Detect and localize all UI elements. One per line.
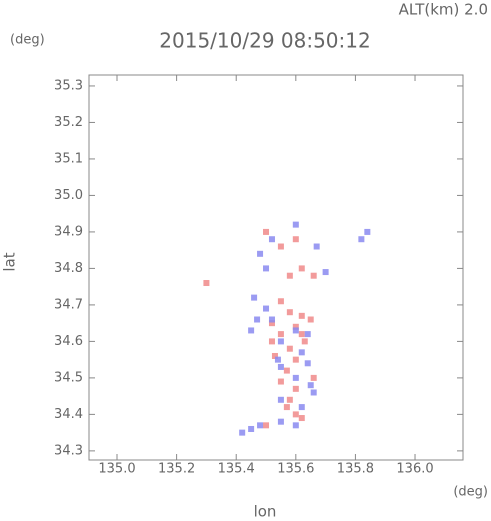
data-point — [203, 280, 210, 287]
data-point — [313, 243, 320, 250]
x-tick-label: 135.0 — [98, 462, 135, 477]
data-point — [263, 265, 270, 272]
data-point — [271, 352, 278, 359]
x-tick-label: 136.0 — [396, 462, 433, 477]
data-point — [277, 396, 284, 403]
y-tick-label: 34.7 — [54, 297, 83, 312]
data-point — [298, 349, 305, 356]
data-point — [298, 265, 305, 272]
data-point — [322, 269, 329, 276]
data-point — [277, 418, 284, 425]
data-point — [263, 305, 270, 312]
x-label: lon — [254, 503, 277, 521]
data-point — [251, 294, 258, 301]
y-tick-label: 35.1 — [54, 151, 83, 166]
data-point — [292, 323, 299, 330]
plot-frame — [88, 74, 464, 461]
y-tick-label: 34.4 — [54, 407, 83, 422]
data-point — [257, 422, 264, 429]
data-point — [268, 320, 275, 327]
x-tick-label: 135.2 — [158, 462, 195, 477]
x-tick-label: 135.8 — [337, 462, 374, 477]
data-point — [286, 272, 293, 279]
data-point — [358, 236, 365, 243]
y-tick-label: 34.8 — [54, 261, 83, 276]
x-tick-label: 135.6 — [277, 462, 314, 477]
y-tick-label: 34.9 — [54, 224, 83, 239]
data-point — [268, 338, 275, 345]
y-tick-label: 35.0 — [54, 188, 83, 203]
x-unit: (deg) — [453, 485, 488, 500]
data-point — [298, 404, 305, 411]
data-point — [292, 327, 299, 334]
data-point — [298, 415, 305, 422]
x-tick-label: 135.4 — [218, 462, 255, 477]
data-point — [292, 221, 299, 228]
data-point — [277, 338, 284, 345]
data-point — [304, 360, 311, 367]
annotation: ALT(km) 2.0 — [399, 1, 488, 19]
data-point — [286, 345, 293, 352]
data-point — [257, 250, 264, 257]
data-point — [263, 422, 270, 429]
data-point — [307, 316, 314, 323]
data-point — [248, 425, 255, 432]
data-point — [268, 236, 275, 243]
data-point — [364, 228, 371, 235]
data-point — [277, 378, 284, 385]
data-point — [292, 356, 299, 363]
data-point — [277, 331, 284, 338]
data-point — [304, 331, 311, 338]
y-tick-label: 35.3 — [54, 78, 83, 93]
y-tick-label: 34.3 — [54, 443, 83, 458]
data-point — [268, 316, 275, 323]
data-point — [307, 382, 314, 389]
y-tick-label: 34.6 — [54, 334, 83, 349]
data-point — [292, 374, 299, 381]
y-unit: (deg) — [10, 33, 45, 48]
data-point — [310, 272, 317, 279]
data-point — [310, 374, 317, 381]
y-tick-label: 34.5 — [54, 370, 83, 385]
data-point — [277, 243, 284, 250]
data-point — [263, 228, 270, 235]
data-point — [298, 331, 305, 338]
data-point — [277, 363, 284, 370]
data-point — [274, 356, 281, 363]
data-point — [310, 389, 317, 396]
y-tick-label: 35.2 — [54, 115, 83, 130]
data-point — [254, 316, 261, 323]
data-point — [298, 312, 305, 319]
data-point — [239, 429, 246, 436]
data-point — [292, 422, 299, 429]
data-point — [292, 236, 299, 243]
y-label: lat — [1, 252, 19, 271]
data-point — [277, 298, 284, 305]
chart-title: 2015/10/29 08:50:12 — [159, 29, 370, 53]
data-point — [283, 367, 290, 374]
data-point — [248, 327, 255, 334]
data-point — [286, 396, 293, 403]
data-point — [286, 309, 293, 316]
data-point — [283, 404, 290, 411]
data-point — [292, 411, 299, 418]
data-point — [301, 338, 308, 345]
data-point — [292, 385, 299, 392]
